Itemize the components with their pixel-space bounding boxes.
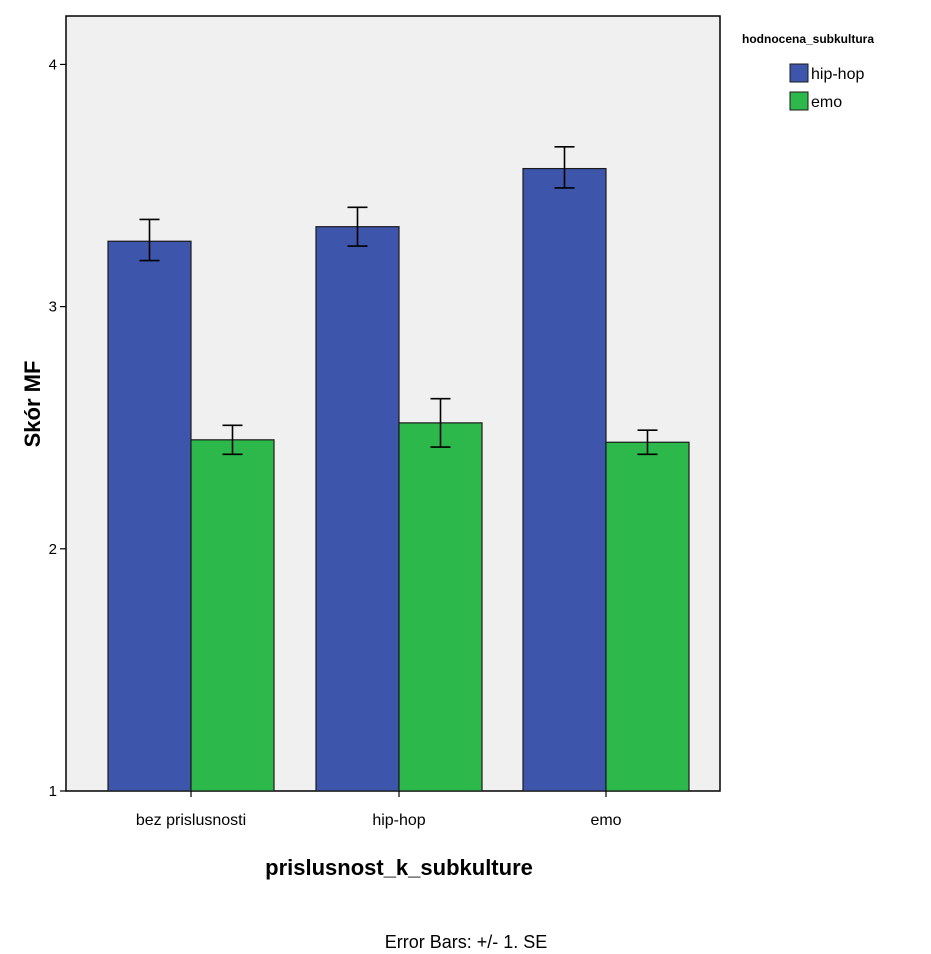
y-tick-label: 3: [49, 299, 57, 316]
error-bar-hip-hop-1: [347, 206, 368, 247]
error-bar-emo-1: [430, 397, 451, 448]
bar-hip-hop-2: [522, 167, 607, 792]
bars-layer: [107, 167, 690, 792]
x-tick-label: emo: [590, 812, 621, 829]
bar-hip-hop-1: [315, 226, 400, 792]
y-tick-label: 4: [49, 56, 57, 73]
axis-layer: 1 2 3 4 bez prislusnosti hip-hop emo: [49, 56, 622, 829]
legend-swatch-hip-hop: [789, 63, 809, 83]
x-tick-label: bez prislusnosti: [136, 812, 246, 829]
error-bar-hip-hop-0: [139, 218, 160, 262]
legend: hodnocena_subkultura hip-hop emo: [742, 32, 874, 111]
y-tick-label: 2: [49, 541, 57, 558]
legend-label-hip-hop: hip-hop: [811, 66, 864, 83]
error-bar-hip-hop-2: [554, 145, 575, 189]
error-bars-layer: [139, 145, 658, 456]
error-bar-emo-0: [222, 424, 243, 456]
error-bar-emo-2: [637, 429, 658, 456]
y-tick-label: 1: [49, 783, 57, 800]
error-bars-footnote: Error Bars: +/- 1. SE: [385, 932, 548, 952]
y-axis-title: Skór MF: [20, 361, 45, 448]
legend-label-emo: emo: [811, 94, 842, 111]
x-axis-title: prislusnost_k_subkulture: [265, 855, 533, 880]
legend-title: hodnocena_subkultura: [742, 32, 874, 46]
bar-emo-1: [398, 422, 483, 792]
bar-hip-hop-0: [107, 240, 192, 792]
bar-emo-0: [190, 439, 275, 792]
bar-emo-2: [605, 441, 690, 792]
x-tick-label: hip-hop: [372, 812, 425, 829]
legend-swatch-emo: [789, 91, 809, 111]
